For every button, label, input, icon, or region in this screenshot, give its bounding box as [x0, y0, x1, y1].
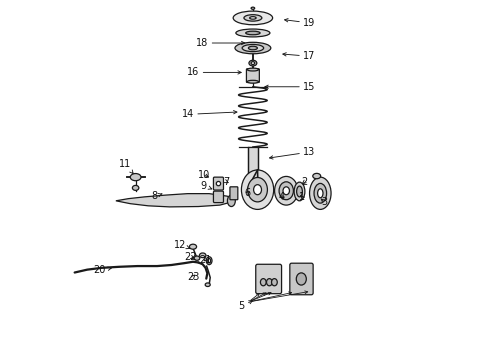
- Text: 21: 21: [199, 255, 212, 265]
- Text: 22: 22: [184, 252, 197, 262]
- Ellipse shape: [267, 279, 272, 286]
- Text: 6: 6: [245, 188, 251, 198]
- Ellipse shape: [235, 42, 271, 54]
- Text: 16: 16: [187, 67, 241, 77]
- Ellipse shape: [248, 46, 257, 50]
- Text: 20: 20: [94, 265, 111, 275]
- Ellipse shape: [274, 176, 298, 205]
- Text: 17: 17: [283, 51, 316, 61]
- Ellipse shape: [260, 279, 266, 286]
- Ellipse shape: [227, 195, 235, 207]
- FancyBboxPatch shape: [256, 264, 282, 294]
- FancyBboxPatch shape: [290, 263, 313, 295]
- Text: 4: 4: [279, 192, 285, 202]
- Ellipse shape: [216, 181, 220, 186]
- FancyBboxPatch shape: [214, 191, 223, 203]
- Text: 8: 8: [151, 192, 162, 202]
- Text: 14: 14: [181, 109, 237, 120]
- Ellipse shape: [251, 7, 255, 9]
- Ellipse shape: [296, 273, 306, 285]
- Ellipse shape: [245, 31, 260, 35]
- Ellipse shape: [250, 17, 256, 19]
- Ellipse shape: [249, 60, 257, 66]
- Text: 11: 11: [119, 159, 133, 174]
- Ellipse shape: [247, 80, 259, 83]
- Ellipse shape: [271, 279, 277, 286]
- Text: 23: 23: [187, 272, 199, 282]
- Ellipse shape: [233, 11, 272, 25]
- Ellipse shape: [247, 68, 259, 71]
- FancyBboxPatch shape: [246, 69, 259, 82]
- FancyBboxPatch shape: [247, 147, 258, 188]
- Ellipse shape: [279, 182, 294, 200]
- Ellipse shape: [199, 253, 206, 258]
- Ellipse shape: [208, 258, 211, 263]
- Ellipse shape: [247, 177, 268, 202]
- Ellipse shape: [236, 29, 270, 37]
- Text: 19: 19: [285, 18, 316, 28]
- Text: 15: 15: [265, 82, 316, 92]
- Ellipse shape: [190, 244, 196, 249]
- Ellipse shape: [205, 283, 210, 287]
- Ellipse shape: [318, 189, 323, 198]
- Text: 5: 5: [238, 301, 252, 311]
- Ellipse shape: [132, 185, 139, 190]
- Ellipse shape: [314, 183, 326, 203]
- Polygon shape: [116, 194, 234, 207]
- Ellipse shape: [251, 62, 255, 64]
- FancyBboxPatch shape: [230, 187, 238, 200]
- Text: 7: 7: [223, 177, 229, 187]
- Ellipse shape: [310, 177, 331, 210]
- Ellipse shape: [313, 174, 320, 179]
- Ellipse shape: [254, 185, 262, 195]
- Ellipse shape: [296, 186, 302, 197]
- Text: 1: 1: [298, 192, 305, 202]
- Text: 13: 13: [270, 147, 316, 159]
- Text: 12: 12: [174, 239, 190, 249]
- Ellipse shape: [194, 256, 200, 260]
- Ellipse shape: [206, 257, 212, 265]
- FancyBboxPatch shape: [214, 177, 223, 190]
- Text: 10: 10: [197, 170, 210, 180]
- Text: 2: 2: [301, 177, 307, 187]
- Ellipse shape: [294, 182, 305, 201]
- Text: 3: 3: [321, 197, 327, 207]
- Ellipse shape: [130, 174, 141, 181]
- Text: 9: 9: [201, 181, 212, 191]
- Ellipse shape: [283, 187, 290, 195]
- Ellipse shape: [242, 44, 264, 51]
- Text: 18: 18: [196, 38, 245, 48]
- Ellipse shape: [244, 15, 262, 21]
- Ellipse shape: [242, 170, 274, 210]
